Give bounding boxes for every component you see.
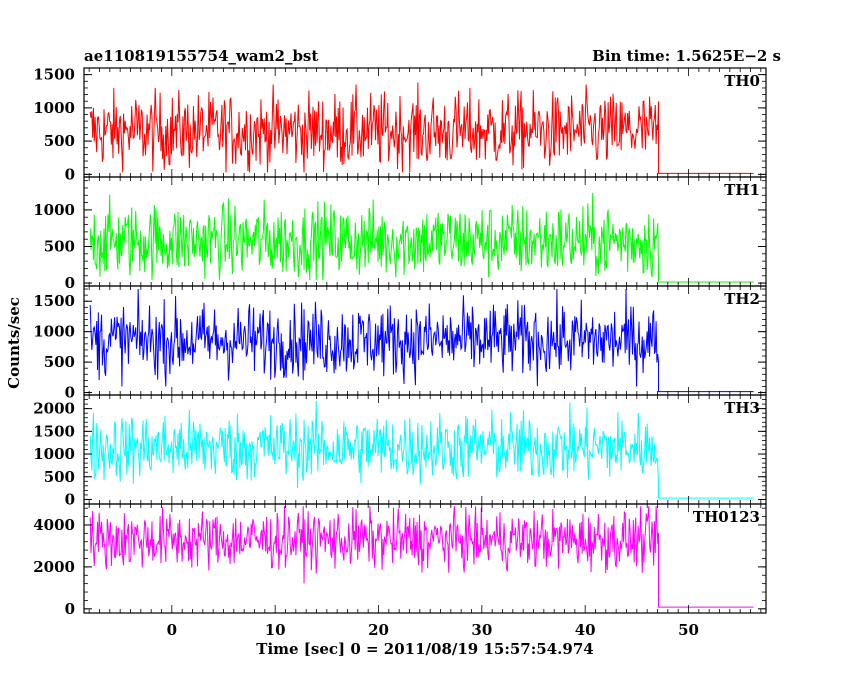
y-tick-label: 0 bbox=[65, 165, 75, 183]
y-tick-label: 1000 bbox=[33, 99, 75, 117]
y-tick-label: 2000 bbox=[33, 558, 75, 576]
series-th0123 bbox=[89, 506, 754, 608]
panel-th3: 0 500 1000 1500 2000 TH3 bbox=[33, 394, 767, 508]
panel-th0123: 0 2000 4000 TH0123 bbox=[33, 503, 767, 618]
y-tick-label: 500 bbox=[44, 353, 75, 371]
panel-label: TH2 bbox=[724, 290, 760, 308]
x-tick-label: 30 bbox=[471, 621, 492, 639]
y-tick-label: 1500 bbox=[33, 292, 75, 310]
y-tick-label: 500 bbox=[44, 132, 75, 150]
y-tick-label: 0 bbox=[65, 600, 75, 618]
y-tick-label: 4000 bbox=[33, 516, 75, 534]
x-tick-label: 50 bbox=[678, 621, 699, 639]
bin-time-label: Bin time: 1.5625E−2 s bbox=[592, 47, 781, 65]
panel-frame bbox=[83, 503, 767, 614]
x-tick-label: 40 bbox=[575, 621, 596, 639]
x-tick-label: 0 bbox=[167, 621, 177, 639]
panel-label: TH0123 bbox=[693, 508, 760, 526]
y-tick-label: 500 bbox=[44, 468, 75, 486]
x-tick-label: 10 bbox=[265, 621, 286, 639]
panel-label: TH1 bbox=[724, 181, 760, 199]
series-th2 bbox=[89, 289, 754, 393]
y-tick-label: 0 bbox=[65, 490, 75, 508]
y-tick-label: 0 bbox=[65, 274, 75, 292]
panel-th0: 0 500 1000 1500 TH0 bbox=[33, 66, 767, 183]
x-tick-label: 20 bbox=[368, 621, 389, 639]
y-tick-label: 1000 bbox=[33, 201, 75, 219]
panel-label: TH3 bbox=[724, 399, 760, 417]
y-tick-label: 500 bbox=[44, 237, 75, 255]
figure-title: ae110819155754_wam2_bst bbox=[84, 47, 318, 65]
y-tick-label: 2000 bbox=[33, 400, 75, 418]
x-axis-label: Time [sec] 0 = 2011/08/19 15:57:54.974 bbox=[256, 640, 593, 658]
y-tick-label: 1000 bbox=[33, 445, 75, 463]
panel-label: TH0 bbox=[724, 72, 760, 90]
panel-th2: 0 500 1000 1500 TH2 bbox=[33, 285, 767, 402]
y-tick-label: 0 bbox=[65, 384, 75, 402]
y-tick-label: 1500 bbox=[33, 422, 75, 440]
y-axis-label: Counts/sec bbox=[5, 297, 23, 389]
y-tick-label: 1000 bbox=[33, 323, 75, 341]
x-axis: 0 10 20 30 40 50 bbox=[167, 621, 699, 639]
panel-th1: 0 500 1000 TH1 bbox=[33, 176, 767, 292]
series-th0 bbox=[89, 82, 754, 174]
series-th1 bbox=[89, 192, 754, 283]
series-th3 bbox=[89, 400, 754, 499]
panels: 0 500 1000 1500 TH0 0 500 1000 TH1 0 500 1000 1500 TH… bbox=[33, 66, 767, 618]
y-tick-label: 1500 bbox=[33, 66, 75, 84]
